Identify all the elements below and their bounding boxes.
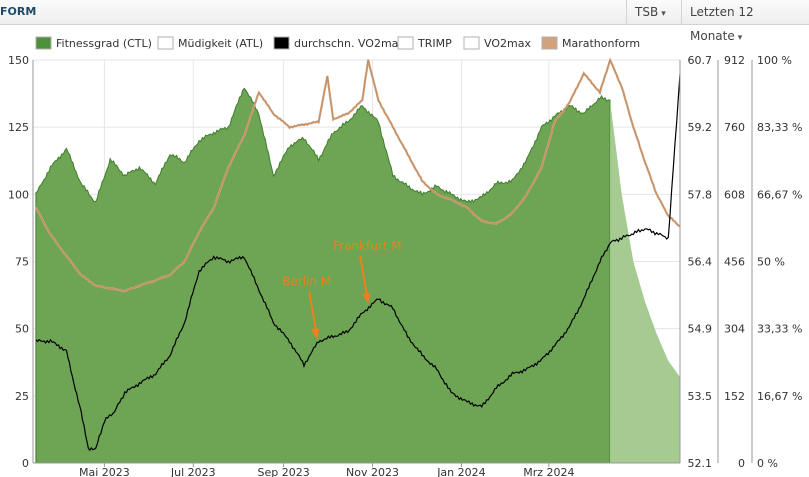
legend-label: Müdigkeit (ATL)	[178, 37, 263, 50]
x-axis-tick-label: Jul 2023	[170, 466, 216, 477]
vo2-axis-tick-label: 60.7	[688, 54, 713, 67]
vo2-axis-tick-label: 54.9	[688, 323, 713, 336]
tsb-dropdown-label: TSB	[635, 5, 659, 19]
chevron-down-icon: ▾	[661, 9, 666, 19]
percent-axis-tick-label: 16,67 %	[757, 390, 802, 403]
left-axis-tick-label: 150	[8, 54, 29, 67]
area-series	[35, 87, 680, 464]
trimp-axis-tick-label: 456	[724, 256, 745, 269]
ctl-area	[35, 87, 611, 464]
trimp-axis-tick-label: 760	[724, 121, 745, 134]
vo2-axis-tick-label: 56.4	[688, 256, 713, 269]
annotations: Berlin M Frankfurt M	[282, 239, 402, 340]
legend-swatch	[35, 36, 52, 50]
legend-swatch	[397, 36, 414, 50]
legend-entry[interactable]: Müdigkeit (ATL)	[157, 36, 263, 50]
annotation: Frankfurt M	[333, 239, 402, 304]
left-axis-tick-label: 75	[15, 256, 29, 269]
trimp-axis-tick-label: 304	[724, 323, 745, 336]
line-series	[34, 57, 681, 452]
trimp-axis-tick-label: 152	[724, 390, 745, 403]
left-axis-tick-label: 25	[15, 390, 29, 403]
time-range-dropdown-label: Letzten 12 Monate	[690, 5, 754, 43]
legend-label: Fitnessgrad (CTL)	[56, 37, 152, 50]
left-axis-tick-label: 100	[8, 188, 29, 201]
legend-entry[interactable]: Fitnessgrad (CTL)	[35, 36, 152, 50]
tsb-dropdown-button[interactable]: TSB ▾	[626, 0, 678, 24]
x-axis-tick-label: Sep 2023	[258, 466, 310, 477]
trimp-axis-tick-label: 608	[724, 188, 745, 201]
vo2-axis-tick-label: 52.1	[688, 457, 713, 470]
x-axis-tick-label: Nov 2023	[346, 466, 399, 477]
legend[interactable]: Fitnessgrad (CTL) Müdigkeit (ATL) durchsch…	[35, 36, 640, 50]
ctl-projection-area	[610, 100, 680, 464]
legend-label: Marathonform	[562, 37, 640, 50]
chevron-down-icon: ▾	[737, 33, 743, 43]
panel-title: FORM	[0, 5, 37, 18]
legend-entry[interactable]: TRIMP	[397, 36, 452, 50]
trimp-axis-tick-label: 912	[724, 54, 745, 67]
legend-entry[interactable]: durchschn. VO2max	[273, 36, 405, 50]
percent-axis-tick-label: 66,67 %	[757, 188, 802, 201]
legend-label: durchschn. VO2max	[294, 37, 405, 50]
left-axis-tick-label: 0	[22, 457, 29, 470]
annotation: Berlin M	[282, 275, 331, 340]
axes: 0 25 50 75 100 125 150 52.1 53.5 54.9 56.4 57.8 59.2…	[8, 54, 802, 477]
legend-label: TRIMP	[417, 37, 452, 50]
form-chart: Berlin M Frankfurt M 0 25 50 75 100 125 150 52.1…	[8, 36, 802, 477]
vo2max-avg-line	[35, 74, 681, 452]
annotation-arrow-head	[362, 292, 371, 304]
x-axis-tick-label: Mrz 2024	[523, 466, 574, 477]
x-axis-tick-label: Jan 2024	[436, 466, 485, 477]
legend-entry[interactable]: Marathonform	[541, 36, 640, 50]
marathonform-line-edge	[35, 59, 681, 292]
legend-swatch	[157, 36, 174, 50]
legend-swatch	[541, 36, 558, 50]
legend-swatch	[463, 36, 480, 50]
legend-entry[interactable]: VO2max	[463, 36, 531, 50]
legend-swatch	[273, 36, 290, 50]
left-axis-tick-label: 50	[15, 323, 29, 336]
annotation-label: Berlin M	[282, 275, 331, 289]
left-axis-tick-label: 125	[8, 121, 29, 134]
vo2-axis-tick-label: 57.8	[688, 188, 713, 201]
percent-axis-tick-label: 33,33 %	[757, 323, 802, 336]
annotation-arrow-head	[311, 328, 320, 340]
percent-axis-tick-label: 83,33 %	[757, 121, 802, 134]
trimp-axis-tick-label: 0	[738, 457, 745, 470]
percent-axis-tick-label: 0 %	[757, 457, 778, 470]
percent-axis-tick-label: 100 %	[757, 54, 792, 67]
annotation-label: Frankfurt M	[333, 239, 402, 253]
x-axis-tick-label: Mai 2023	[79, 466, 130, 477]
panel-header: FORM TSB ▾ Letzten 12 Monate ▾	[0, 0, 809, 43]
vo2-axis-tick-label: 53.5	[688, 390, 713, 403]
time-range-dropdown-button[interactable]: Letzten 12 Monate ▾	[681, 0, 809, 43]
legend-label: VO2max	[484, 37, 531, 50]
percent-axis-tick-label: 50 %	[757, 256, 785, 269]
vo2-axis-tick-label: 59.2	[688, 121, 713, 134]
